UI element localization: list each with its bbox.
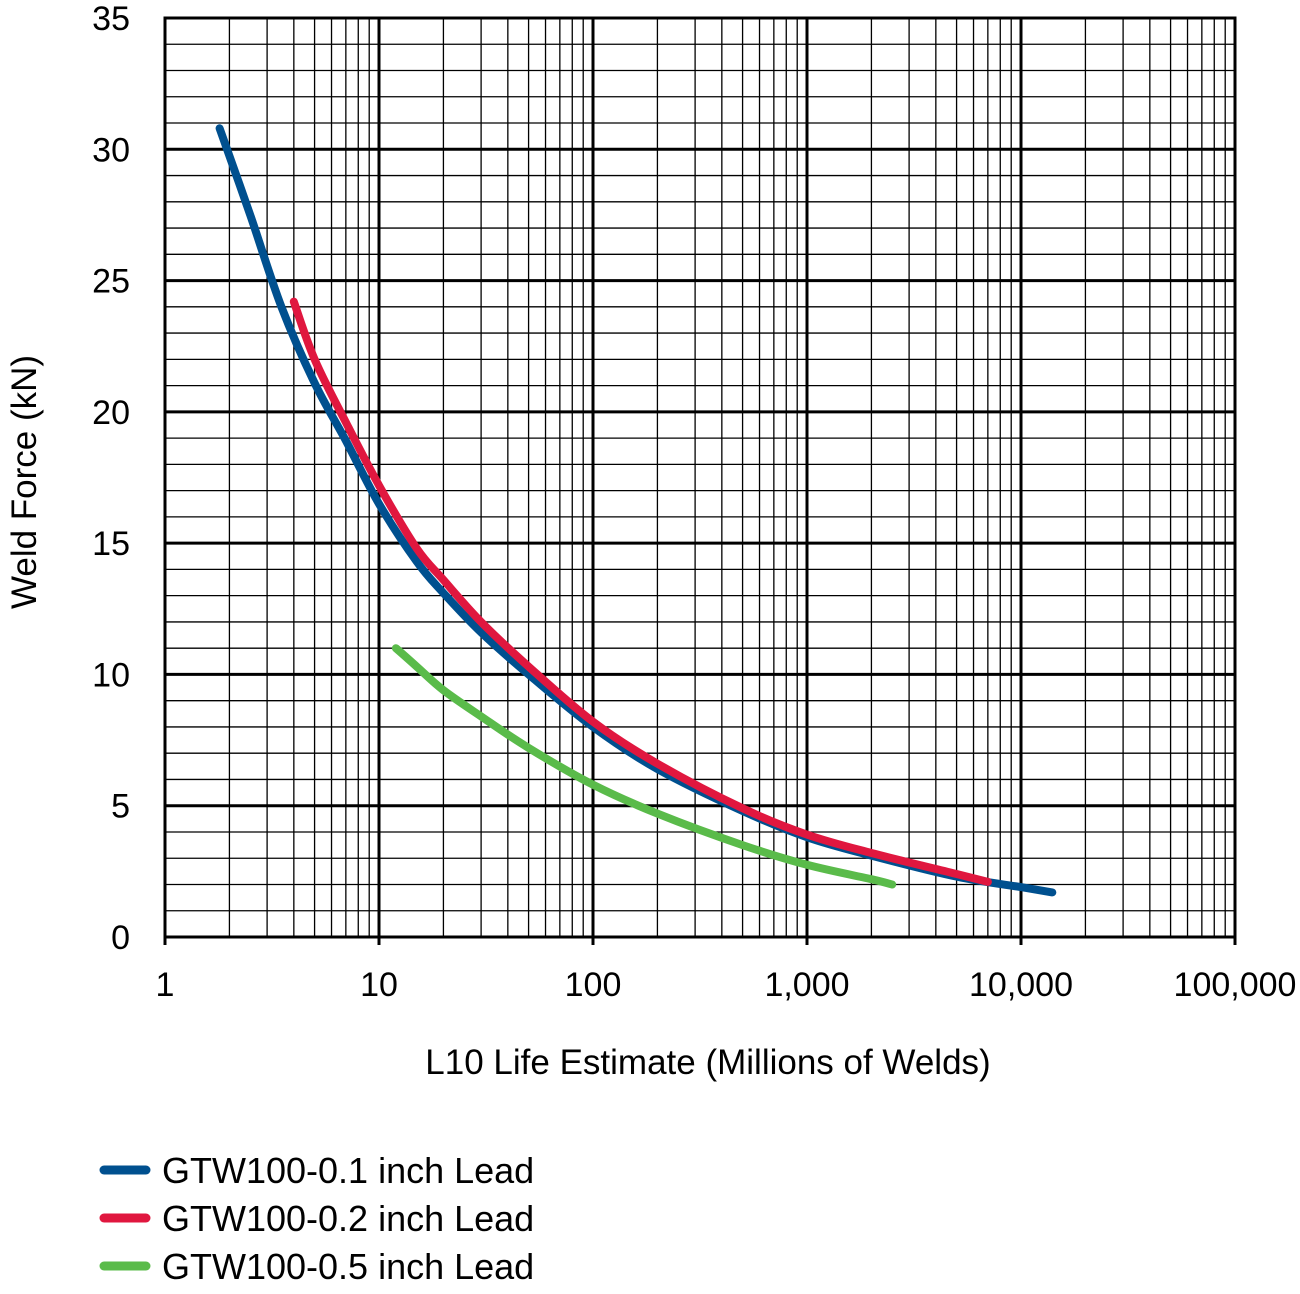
y-tick-label: 25 — [92, 263, 130, 301]
legend-label-3: GTW100-0.5 inch Lead — [162, 1246, 534, 1287]
x-tick-label: 10,000 — [969, 966, 1073, 1004]
series-lines — [215, 124, 1057, 897]
y-tick-label: 15 — [92, 525, 130, 563]
legend: GTW100-0.1 inch Lead GTW100-0.2 inch Lead… — [99, 1150, 534, 1287]
y-tick-label: 5 — [111, 788, 130, 826]
series-line-2 — [289, 297, 992, 886]
x-tick-label: 10 — [360, 966, 398, 1004]
x-tick-label: 100 — [565, 966, 622, 1004]
plot-frame — [163, 16, 1237, 939]
legend-label-2: GTW100-0.2 inch Lead — [162, 1198, 534, 1239]
y-tick-label: 0 — [111, 919, 130, 957]
x-axis-tick-labels: 1 10 100 1,000 10,000 100,000 — [156, 966, 1297, 1004]
minor-grid — [165, 18, 1235, 937]
series-line-1 — [215, 124, 1057, 897]
y-tick-label: 10 — [92, 656, 130, 694]
x-tick-label: 100,000 — [1174, 966, 1297, 1004]
x-tick-label: 1 — [156, 966, 175, 1004]
y-tick-label: 30 — [92, 131, 130, 169]
legend-label-1: GTW100-0.1 inch Lead — [162, 1150, 534, 1191]
y-tick-label: 35 — [92, 0, 130, 38]
major-grid — [163, 16, 1237, 945]
series-line-3 — [391, 644, 897, 889]
x-tick-label: 1,000 — [764, 966, 849, 1004]
y-tick-label: 20 — [92, 394, 130, 432]
y-axis-title: Weld Force (kN) — [5, 355, 44, 609]
x-axis-title: L10 Life Estimate (Millions of Welds) — [425, 1043, 990, 1082]
y-axis-tick-labels: 0 5 10 15 20 25 30 35 — [92, 0, 130, 957]
